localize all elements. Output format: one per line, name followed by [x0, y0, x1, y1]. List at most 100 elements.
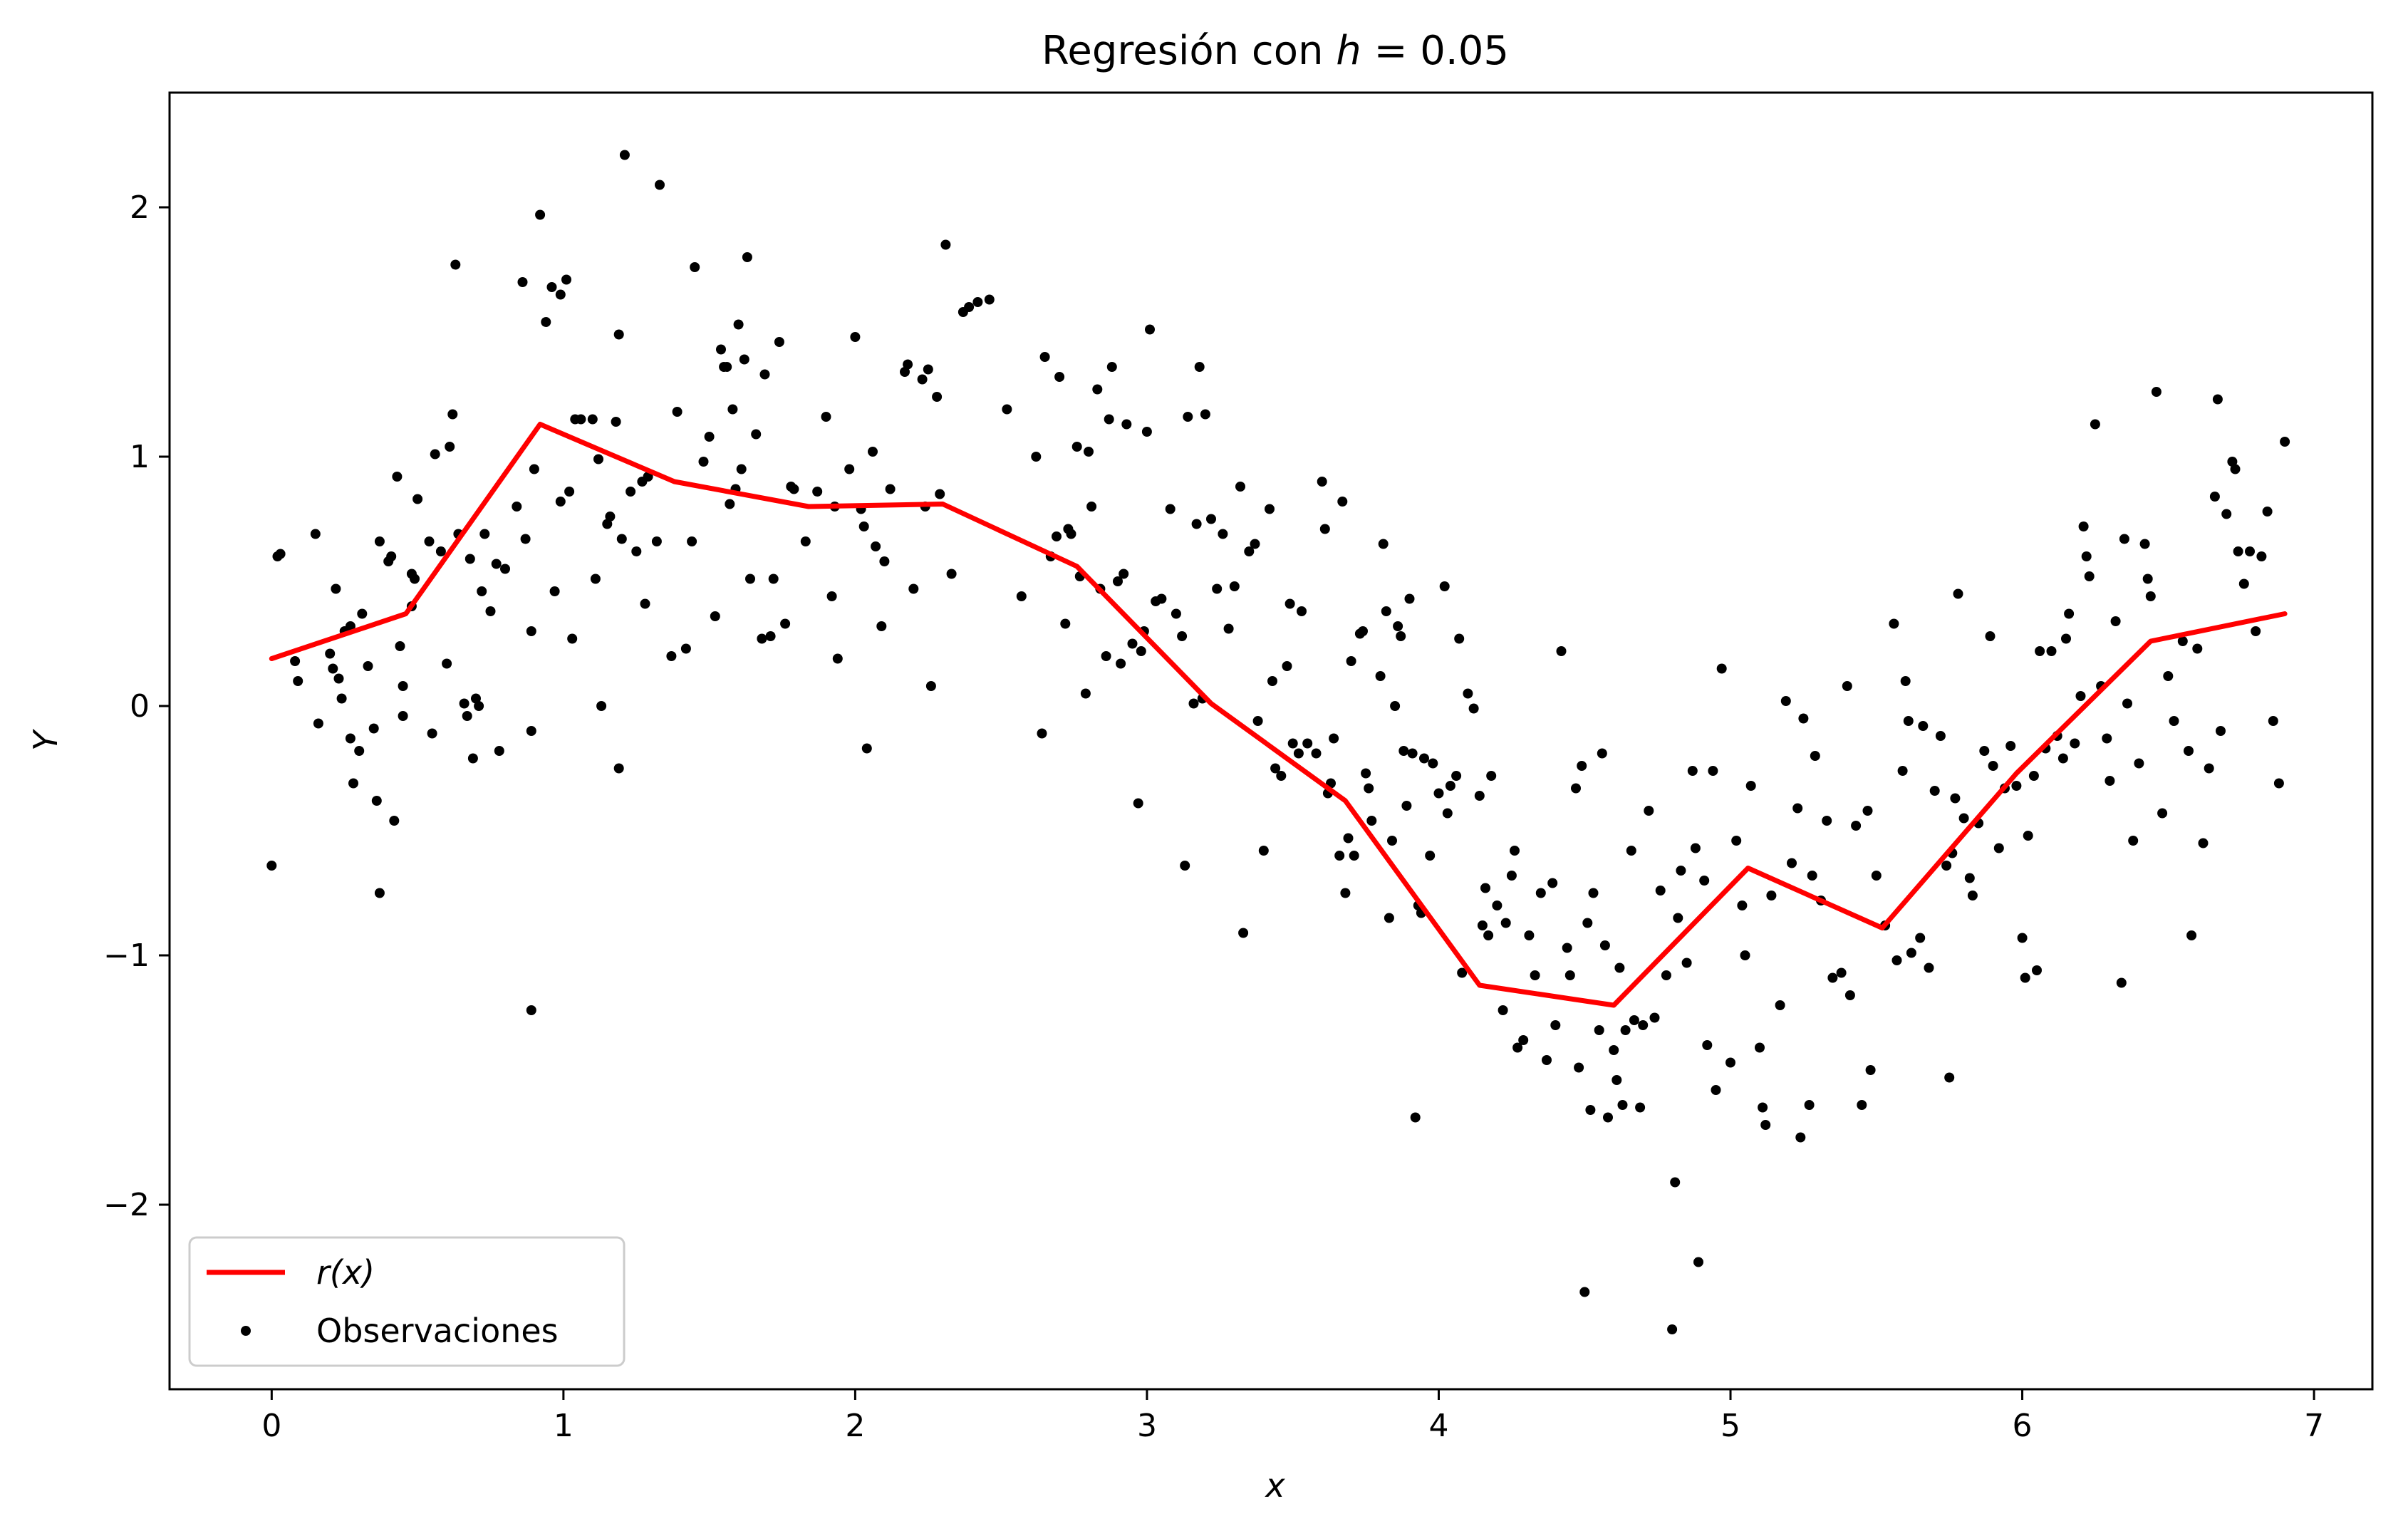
- observation-point: [1760, 1120, 1771, 1130]
- observation-point: [2057, 753, 2068, 764]
- observation-point: [704, 432, 715, 442]
- observation-point: [389, 816, 400, 826]
- observation-point: [1670, 1177, 1681, 1188]
- observation-point: [1445, 781, 1455, 791]
- observation-point: [1092, 384, 1103, 395]
- observation-point: [2070, 738, 2080, 749]
- observation-point: [1915, 933, 1926, 943]
- observation-point: [1550, 1020, 1561, 1030]
- observation-point: [1725, 1057, 1735, 1068]
- observation-point: [1862, 806, 1873, 816]
- observation-point: [1798, 713, 1809, 724]
- legend: r(x) Observaciones: [188, 1236, 626, 1367]
- observation-point: [1121, 419, 1132, 430]
- observation-point: [1410, 1112, 1421, 1123]
- chart-title-prefix: Regresión con: [1042, 28, 1336, 74]
- observation-point: [2177, 636, 2188, 646]
- observation-point: [2280, 437, 2290, 447]
- observation-point: [1506, 871, 1517, 881]
- y-tick-label: −2: [103, 1187, 150, 1223]
- observation-point: [1156, 593, 1167, 604]
- observation-point: [1031, 452, 1042, 462]
- observation-point: [1106, 362, 1117, 372]
- y-axis-ticks: −2 −1 0 1 2: [103, 190, 170, 1223]
- observation-point: [722, 362, 732, 372]
- observation-point: [374, 536, 385, 546]
- observation-point: [1585, 1105, 1596, 1115]
- observation-point: [821, 412, 831, 422]
- observation-point: [1287, 738, 1298, 749]
- observation-point: [1171, 608, 1181, 619]
- observation-point: [1588, 888, 1599, 898]
- observation-point: [2011, 781, 2022, 791]
- x-tick-label: 4: [1428, 1408, 1448, 1444]
- observation-point: [1317, 477, 1327, 487]
- observation-point: [2251, 626, 2261, 636]
- observation-point: [1276, 771, 1287, 781]
- observation-point: [1480, 883, 1490, 893]
- observation-point: [1667, 1324, 1678, 1334]
- observation-point: [631, 546, 642, 556]
- observation-point: [640, 598, 650, 609]
- observation-point: [410, 574, 420, 584]
- observation-point: [526, 1005, 536, 1015]
- observation-point: [354, 746, 365, 756]
- legend-box: [188, 1236, 626, 1367]
- observation-point: [1297, 606, 1307, 616]
- y-tick-label: −1: [103, 938, 150, 974]
- observation-point: [1530, 970, 1540, 980]
- x-tick-label: 3: [1137, 1408, 1157, 1444]
- observation-point: [858, 521, 869, 531]
- observation-point: [1119, 569, 1129, 579]
- observation-point: [1223, 623, 1234, 634]
- observation-point: [613, 763, 624, 774]
- observation-point: [768, 574, 779, 584]
- observation-point: [1361, 768, 1371, 779]
- observation-point: [923, 364, 933, 375]
- observation-point: [293, 676, 303, 686]
- observation-point: [1620, 1025, 1631, 1035]
- observation-point: [596, 701, 607, 711]
- observation-point: [759, 369, 770, 380]
- observation-point: [1267, 676, 1277, 686]
- observation-point: [1358, 626, 1368, 636]
- observation-point: [1101, 651, 1111, 661]
- observation-point: [2020, 972, 2030, 983]
- observation-point: [1498, 1005, 1508, 1015]
- observation-point: [1941, 861, 1952, 871]
- observation-point: [459, 698, 469, 709]
- observation-point: [1052, 531, 1062, 541]
- observation-point: [789, 484, 799, 494]
- observation-point: [1384, 913, 1394, 923]
- observation-point: [844, 464, 855, 474]
- observation-point: [1693, 1257, 1703, 1267]
- observation-point: [1891, 955, 1902, 965]
- observation-point: [1425, 851, 1436, 861]
- observation-point: [1787, 858, 1797, 868]
- observation-point: [751, 429, 762, 440]
- y-tick-label: 2: [130, 190, 150, 226]
- observation-point: [348, 778, 358, 789]
- observation-point: [2081, 551, 2092, 561]
- observation-point: [1492, 901, 1503, 910]
- x-tick-label: 6: [2013, 1408, 2033, 1444]
- observation-point: [1655, 886, 1666, 896]
- observation-point: [435, 546, 446, 556]
- observation-point: [549, 586, 560, 596]
- observation-point: [2192, 643, 2203, 654]
- observation-point: [1644, 806, 1654, 816]
- chart-title: Regresión con h = 0.05: [1042, 28, 1509, 74]
- x-axis-label: x: [1264, 1466, 1285, 1505]
- observation-point: [2110, 616, 2121, 626]
- observation-point: [2090, 419, 2100, 430]
- observation-point: [1401, 801, 1412, 811]
- observation-point: [1609, 1045, 1619, 1055]
- observation-point: [2032, 965, 2042, 975]
- observation-point: [479, 529, 490, 539]
- observation-point: [2221, 509, 2232, 519]
- plot-frame: [168, 91, 2374, 1391]
- observation-point: [1451, 771, 1462, 781]
- observation-point: [2230, 464, 2241, 474]
- observation-point: [1293, 748, 1304, 759]
- observation-point: [1250, 539, 1260, 549]
